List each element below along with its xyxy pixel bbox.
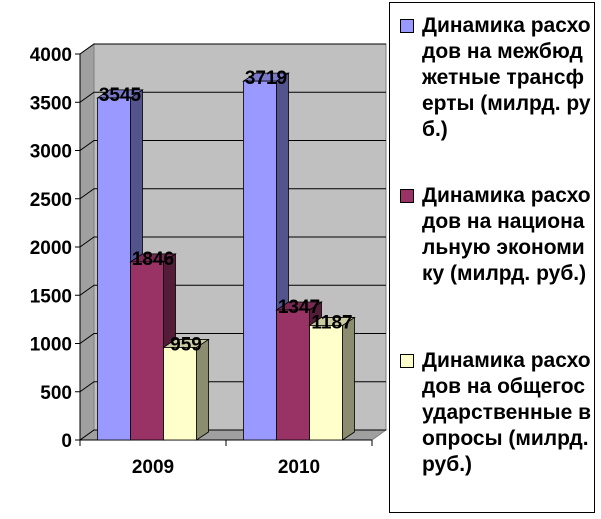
legend-swatch-economy [400, 189, 414, 203]
legend-swatch-general [400, 354, 414, 368]
x-tick-label: 2010 [278, 457, 320, 478]
legend-label-economy: Динамика расходов на национальную эконом… [422, 184, 591, 285]
x-axis-ticks: 2009 2010 [79, 440, 373, 478]
y-tick-label: 4000 [30, 45, 72, 66]
bar [243, 80, 277, 441]
bar [130, 261, 164, 441]
data-label: 3719 [245, 68, 287, 89]
legend-swatch-transfers [400, 19, 414, 33]
bars [96, 72, 356, 441]
bar [97, 97, 131, 441]
bar [276, 309, 310, 441]
x-tick-label: 2009 [132, 457, 174, 478]
data-label: 959 [170, 334, 202, 355]
bar [309, 325, 343, 441]
bar-side [342, 316, 355, 441]
y-tick-label: 0 [61, 431, 72, 452]
legend: Динамика расходов на межбюджетные трансф… [389, 2, 595, 513]
y-tick-label: 1000 [30, 335, 72, 356]
y-tick-label: 500 [40, 383, 72, 404]
y-tick-label: 3500 [30, 93, 72, 114]
legend-label-transfers: Динамика расходов на межбюджетные трансф… [422, 14, 591, 141]
data-label: 1187 [311, 312, 352, 333]
data-label: 3545 [99, 85, 142, 106]
bar [163, 347, 197, 441]
data-label: 1846 [132, 249, 174, 270]
data-label: 1347 [278, 297, 320, 318]
y-axis-ticks: 0 500 1000 1500 2000 2500 3000 3500 4000 [30, 45, 80, 452]
legend-label-general: Динамика расходов на общегосударственные… [422, 349, 591, 476]
y-tick-label: 1500 [30, 286, 72, 307]
y-tick-label: 2000 [30, 238, 72, 259]
y-tick-label: 2500 [30, 190, 72, 211]
gridline [79, 43, 386, 55]
y-tick-label: 3000 [30, 142, 72, 163]
